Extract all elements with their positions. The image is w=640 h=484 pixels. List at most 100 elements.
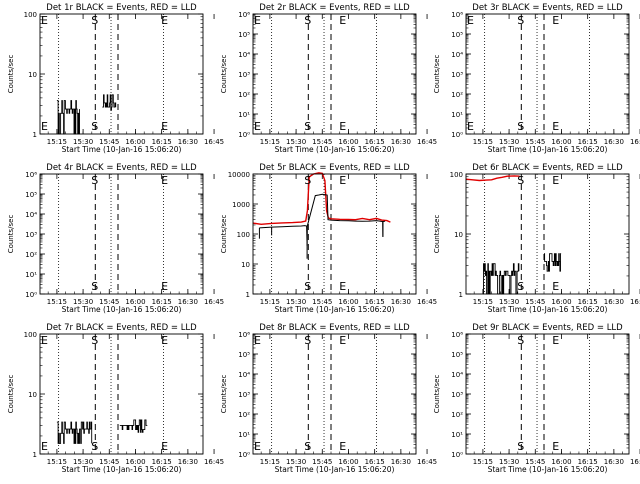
series-events-trace	[482, 263, 520, 295]
x-tick-label: 15:15	[47, 138, 67, 146]
y-axis-label: Counts/sec	[433, 215, 441, 254]
y-axis-label: Counts/sec	[433, 375, 441, 414]
panel-5: Det 5r BLACK = Events, RED = LLD Counts/s…	[220, 163, 437, 314]
marker-e-label-top: E	[339, 174, 346, 187]
panel-title: Det 2r BLACK = Events, RED = LLD	[259, 3, 410, 13]
x-tick-label: 15:15	[260, 298, 280, 306]
y-tick-label: 10³	[238, 71, 250, 79]
y-tick-label: 10	[28, 71, 37, 79]
marker-s-label: S	[304, 440, 311, 453]
y-tick-label: 10	[28, 391, 37, 399]
marker-e-label-top: E	[467, 14, 474, 27]
marker-s-label-top: S	[517, 174, 524, 187]
x-tick-label: 15:30	[286, 458, 306, 466]
y-tick-label: 10	[241, 261, 250, 269]
marker-s-label-top: S	[517, 14, 524, 27]
marker-s-label: S	[304, 120, 311, 133]
series-events-line	[259, 193, 386, 246]
y-tick-label: 10⁵	[451, 351, 463, 359]
marker-e-label: E	[161, 280, 168, 293]
x-axis-label: Start Time (10-Jan-16 15:06:20)	[488, 145, 608, 154]
x-tick-label: 15:45	[312, 298, 332, 306]
x-tick-label: 16:00	[125, 458, 145, 466]
x-axis-label: Start Time (10-Jan-16 15:06:20)	[62, 305, 182, 314]
marker-s-label: S	[91, 280, 98, 293]
panel-2: Det 2r BLACK = Events, RED = LLD Counts/s…	[220, 3, 437, 154]
marker-e-label-top: E	[339, 334, 346, 347]
x-tick-label: 16:30	[178, 298, 198, 306]
x-tick-label: 16:15	[578, 458, 598, 466]
marker-s-label: S	[517, 440, 524, 453]
x-tick-label: 15:45	[312, 138, 332, 146]
marker-s-label: S	[517, 120, 524, 133]
y-tick-label: 10⁴	[238, 51, 250, 59]
x-tick-label: 15:15	[47, 298, 67, 306]
y-tick-label: 10⁴	[25, 211, 37, 219]
x-tick-label: 16:45	[204, 298, 224, 306]
panel-title: Det 5r BLACK = Events, RED = LLD	[259, 163, 410, 173]
panel-title: Det 6r BLACK = Events, RED = LLD	[472, 163, 623, 173]
y-tick-label: 10⁴	[451, 51, 463, 59]
x-axis-label: Start Time (10-Jan-16 15:06:20)	[275, 305, 395, 314]
plot-frame	[252, 13, 417, 135]
marker-e-label: E	[552, 120, 559, 133]
x-tick-label: 16:45	[630, 298, 640, 306]
x-tick-label: 15:45	[99, 298, 119, 306]
x-tick-label: 16:00	[338, 298, 358, 306]
marker-e-label: E	[254, 120, 261, 133]
x-tick-label: 16:45	[417, 458, 437, 466]
x-axis-label: Start Time (10-Jan-16 15:06:20)	[62, 145, 182, 154]
marker-e-label-top: E	[254, 14, 261, 27]
x-tick-label: 16:15	[152, 298, 172, 306]
x-tick-label: 15:15	[47, 458, 67, 466]
y-tick-label: 10³	[238, 391, 250, 399]
plot-frame	[252, 333, 417, 455]
marker-s-label-top: S	[91, 174, 98, 187]
y-tick-label: 10⁴	[238, 371, 250, 379]
y-axis-label: Counts/sec	[7, 375, 15, 414]
y-tick-label: 10	[454, 231, 463, 239]
y-axis-label: Counts/sec	[7, 215, 15, 254]
y-tick-label: 1	[246, 291, 250, 299]
y-tick-label: 10000	[228, 171, 250, 179]
marker-e-label-top: E	[552, 174, 559, 187]
panel-8: Det 8r BLACK = Events, RED = LLD Counts/s…	[220, 323, 437, 474]
panel-3: Det 3r BLACK = Events, RED = LLD Counts/s…	[433, 3, 640, 154]
x-tick-label: 16:45	[630, 138, 640, 146]
x-tick-label: 15:30	[499, 298, 519, 306]
y-tick-label: 10⁶	[451, 11, 463, 19]
y-tick-label: 10⁶	[451, 331, 463, 339]
y-tick-label: 100	[24, 11, 37, 19]
y-axis-label: Counts/sec	[220, 375, 228, 414]
y-tick-label: 10⁵	[238, 351, 250, 359]
series-events-trace	[119, 419, 148, 433]
x-tick-label: 16:30	[391, 138, 411, 146]
x-tick-label: 16:00	[338, 138, 358, 146]
x-tick-label: 16:15	[152, 458, 172, 466]
series-events-trace	[102, 94, 117, 111]
y-axis-label: Counts/sec	[220, 215, 228, 254]
x-tick-label: 16:15	[578, 298, 598, 306]
x-tick-label: 15:45	[525, 458, 545, 466]
x-tick-label: 16:45	[204, 458, 224, 466]
y-tick-label: 10²	[451, 91, 463, 99]
x-tick-label: 16:00	[338, 458, 358, 466]
plot-frame	[39, 13, 204, 135]
panel-title: Det 4r BLACK = Events, RED = LLD	[46, 163, 197, 173]
y-tick-label: 10¹	[451, 431, 463, 439]
y-tick-label: 10⁵	[25, 191, 37, 199]
x-tick-label: 16:30	[604, 458, 624, 466]
plot-frame	[465, 13, 630, 135]
x-tick-label: 16:15	[365, 458, 385, 466]
x-tick-label: 16:30	[391, 298, 411, 306]
x-tick-label: 15:15	[473, 138, 493, 146]
y-tick-label: 10⁶	[238, 11, 250, 19]
marker-s-label-top: S	[304, 334, 311, 347]
marker-e-label-top: E	[161, 14, 168, 27]
y-tick-label: 10⁵	[238, 31, 250, 39]
marker-e-label-top: E	[161, 174, 168, 187]
series-events-trace	[56, 421, 93, 444]
x-axis-label: Start Time (10-Jan-16 15:06:20)	[275, 465, 395, 474]
x-axis-label: Start Time (10-Jan-16 15:06:20)	[62, 465, 182, 474]
y-tick-label: 10³	[451, 71, 463, 79]
